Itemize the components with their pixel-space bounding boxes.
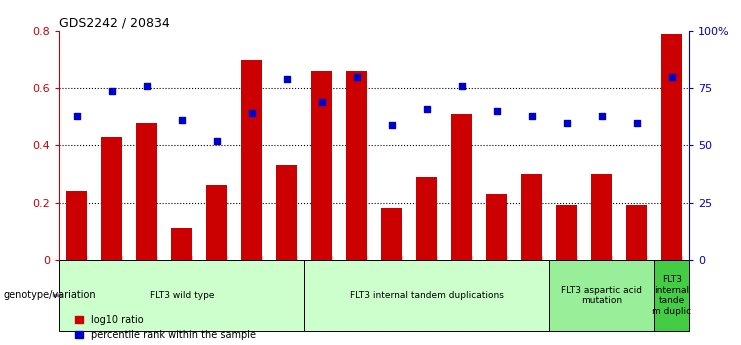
Bar bbox=[311, 71, 332, 260]
Text: genotype/variation: genotype/variation bbox=[4, 290, 96, 300]
Point bbox=[386, 122, 398, 128]
Bar bbox=[102, 137, 122, 260]
Point bbox=[596, 113, 608, 118]
Bar bbox=[59, 260, 305, 331]
Bar bbox=[654, 260, 689, 331]
Point bbox=[456, 83, 468, 89]
Point bbox=[141, 83, 153, 89]
Legend: log10 ratio, percentile rank within the sample: log10 ratio, percentile rank within the … bbox=[76, 315, 256, 340]
Text: FLT3
internal
tande
m duplic: FLT3 internal tande m duplic bbox=[652, 275, 691, 316]
Bar bbox=[242, 60, 262, 260]
Point bbox=[71, 113, 83, 118]
Point bbox=[526, 113, 538, 118]
Point bbox=[561, 120, 573, 125]
Point bbox=[210, 138, 222, 144]
Bar bbox=[486, 194, 507, 260]
Bar bbox=[136, 122, 157, 260]
Point bbox=[631, 120, 642, 125]
Point bbox=[106, 88, 118, 93]
Point bbox=[491, 108, 502, 114]
Point bbox=[246, 111, 258, 116]
Text: FLT3 wild type: FLT3 wild type bbox=[150, 291, 214, 300]
Point bbox=[176, 118, 187, 123]
Bar bbox=[305, 260, 549, 331]
Point bbox=[316, 99, 328, 105]
Bar bbox=[171, 228, 192, 260]
Bar bbox=[66, 191, 87, 260]
Bar bbox=[451, 114, 472, 260]
Text: FLT3 internal tandem duplications: FLT3 internal tandem duplications bbox=[350, 291, 504, 300]
Bar bbox=[661, 34, 682, 260]
Point bbox=[421, 106, 433, 111]
Bar bbox=[381, 208, 402, 260]
Point bbox=[281, 76, 293, 82]
Text: GDS2242 / 20834: GDS2242 / 20834 bbox=[59, 17, 170, 30]
Bar bbox=[626, 205, 647, 260]
Bar bbox=[556, 205, 577, 260]
Bar bbox=[591, 174, 612, 260]
Text: FLT3 aspartic acid
mutation: FLT3 aspartic acid mutation bbox=[561, 286, 642, 305]
Bar bbox=[521, 174, 542, 260]
Bar bbox=[549, 260, 654, 331]
Point bbox=[350, 74, 362, 80]
Bar bbox=[346, 71, 368, 260]
Point bbox=[665, 74, 677, 80]
Bar bbox=[206, 185, 227, 260]
Bar bbox=[276, 165, 297, 260]
Bar bbox=[416, 177, 437, 260]
